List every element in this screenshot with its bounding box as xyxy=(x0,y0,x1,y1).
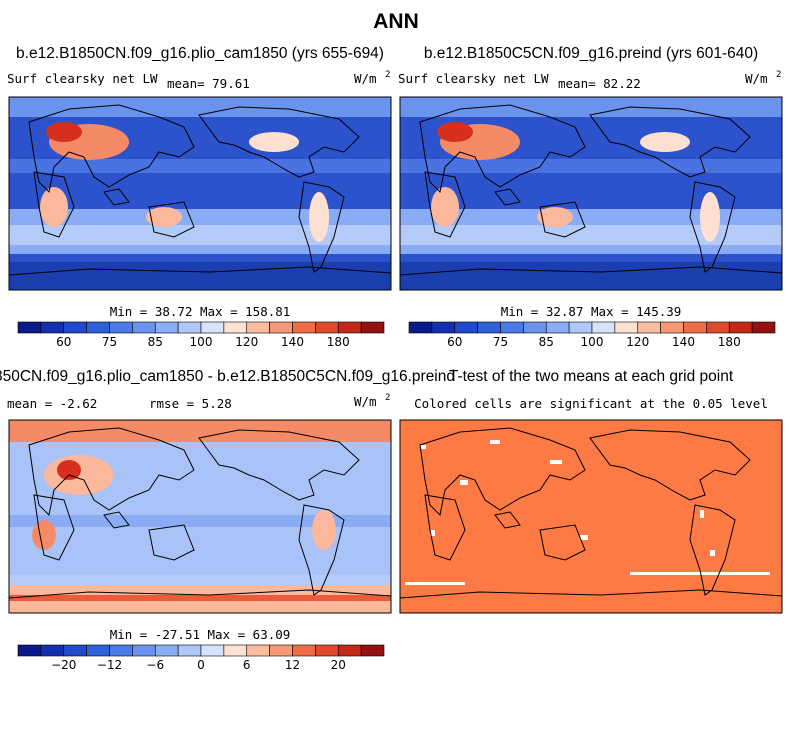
colorbar-box xyxy=(86,321,110,334)
colorbar-box xyxy=(154,644,179,657)
colorbar-box xyxy=(40,644,65,657)
colorbar-label: 60 xyxy=(447,335,462,349)
colorbar-label: 140 xyxy=(281,335,304,349)
colorbar-box xyxy=(360,644,385,657)
colorbar-box xyxy=(477,321,501,334)
colorbar-box xyxy=(751,321,776,334)
colorbar-label: 0 xyxy=(197,658,205,672)
colorbar-box xyxy=(200,321,225,334)
colorbar-label: 120 xyxy=(235,335,258,349)
colorbar-label: −12 xyxy=(97,658,122,672)
mean-value: mean= 82.22 xyxy=(558,76,641,91)
colorbar-box xyxy=(360,321,385,334)
colorbar-box xyxy=(454,321,478,334)
colorbar-box xyxy=(408,321,433,334)
min-max: Min = -27.51 Max = 63.09 xyxy=(110,627,291,642)
colorbar-box xyxy=(431,321,456,334)
colorbar-box xyxy=(591,321,616,334)
units: W/m xyxy=(745,71,768,86)
colorbar-label: 6 xyxy=(243,658,251,672)
colorbar-box xyxy=(223,644,248,657)
min-max: Min = 32.87 Max = 145.39 xyxy=(501,304,682,319)
colorbar-box xyxy=(728,321,753,334)
colorbar-box xyxy=(660,321,684,334)
colorbar-box xyxy=(40,321,65,334)
colorbar-box xyxy=(246,644,270,657)
colorbar-box xyxy=(337,644,362,657)
colorbar-box xyxy=(706,321,730,334)
colorbar-label: 100 xyxy=(190,335,213,349)
units: W/m xyxy=(354,71,377,86)
units: W/m xyxy=(354,394,377,409)
colorbar-box xyxy=(132,644,156,657)
colorbar-box xyxy=(109,644,133,657)
colorbar-box xyxy=(177,321,202,334)
colorbar-box xyxy=(315,321,339,334)
min-max: Min = 38.72 Max = 158.81 xyxy=(110,304,291,319)
colorbar-box xyxy=(177,644,202,657)
variable-name: Surf clearsky net LW xyxy=(398,71,549,86)
colorbar-box xyxy=(269,321,293,334)
colorbar-label: 75 xyxy=(493,335,508,349)
colorbar-box xyxy=(246,321,270,334)
colorbar-box xyxy=(292,644,316,657)
colorbar-box xyxy=(17,644,42,657)
figure-title: ANN xyxy=(373,10,419,33)
colorbar-box xyxy=(292,321,316,334)
colorbar-label: 85 xyxy=(148,335,163,349)
colorbar-box xyxy=(568,321,593,334)
colorbar-label: 85 xyxy=(539,335,554,349)
colorbar-label: 180 xyxy=(718,335,741,349)
colorbar-box xyxy=(223,321,248,334)
maps xyxy=(8,96,783,614)
rmse-value: rmse = 5.28 xyxy=(149,396,232,411)
colorbar-box xyxy=(154,321,179,334)
colorbar-label: 120 xyxy=(626,335,649,349)
variable-name: Surf clearsky net LW xyxy=(7,71,158,86)
colorbar-label: 12 xyxy=(285,658,300,672)
units-exponent: 2 xyxy=(385,393,390,403)
colorbar-box xyxy=(86,644,110,657)
colorbar-box xyxy=(269,644,293,657)
colorbar-label: 100 xyxy=(581,335,604,349)
colorbar-box xyxy=(200,644,225,657)
mean-value: mean= 79.61 xyxy=(167,76,250,91)
colorbar-box xyxy=(545,321,570,334)
colorbar-box xyxy=(109,321,133,334)
panel-title: T-test of the two means at each grid poi… xyxy=(449,368,734,385)
colorbar-label: 20 xyxy=(331,658,346,672)
colorbar-label: 75 xyxy=(102,335,117,349)
colorbar-box xyxy=(614,321,639,334)
colorbar-box xyxy=(337,321,362,334)
colorbar-label: 60 xyxy=(56,335,71,349)
colorbar-box xyxy=(315,644,339,657)
colorbar-label: 140 xyxy=(672,335,695,349)
mean-value: mean = -2.62 xyxy=(7,396,97,411)
colorbar-label: 180 xyxy=(327,335,350,349)
colorbar-box xyxy=(63,644,87,657)
panel-title: b.e12.B1850CN.f09_g16.plio_cam1850 (yrs … xyxy=(16,45,384,62)
panel-subtitle: Colored cells are significant at the 0.0… xyxy=(414,396,768,411)
colorbar-label: −6 xyxy=(146,658,164,672)
panel-title: b.e12.B1850CN.f09_g16.plio_cam1850 - b.e… xyxy=(0,368,455,385)
colorbar-label: −20 xyxy=(51,658,76,672)
colorbar-box xyxy=(63,321,87,334)
units-exponent: 2 xyxy=(776,70,781,80)
colorbar-box xyxy=(17,321,42,334)
panel-title: b.e12.B1850C5CN.f09_g16.preind (yrs 601-… xyxy=(424,45,758,62)
colorbar-box xyxy=(132,321,156,334)
colorbar-box xyxy=(500,321,524,334)
colorbar-box xyxy=(683,321,707,334)
colorbar-box xyxy=(637,321,661,334)
colorbar-box xyxy=(523,321,547,334)
units-exponent: 2 xyxy=(385,70,390,80)
